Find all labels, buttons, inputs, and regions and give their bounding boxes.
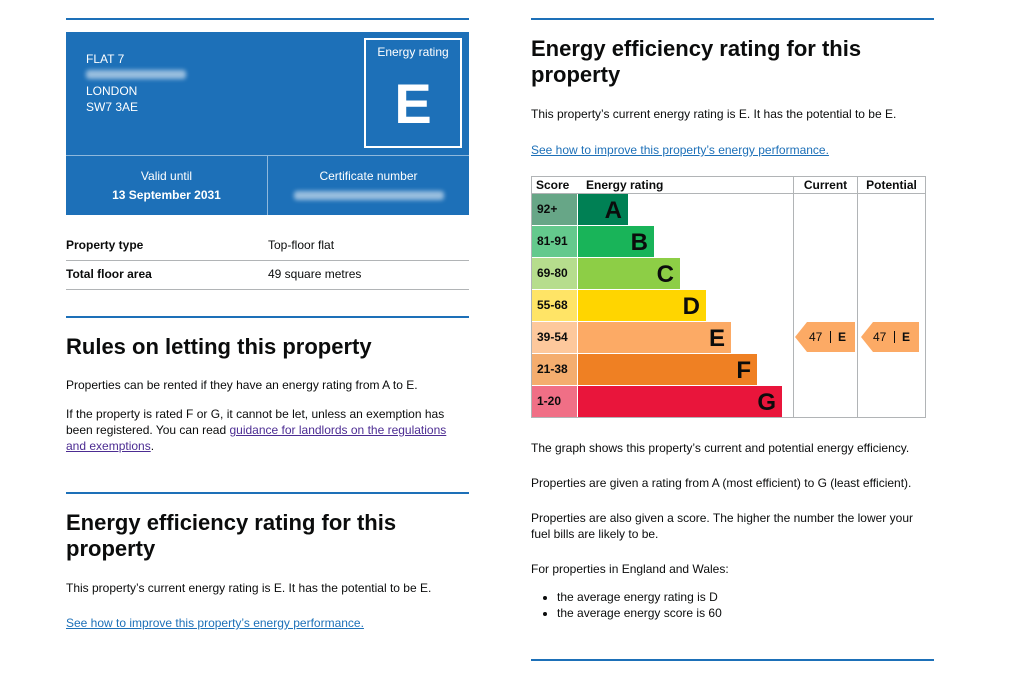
- valid-until: 13 September 2031: [112, 188, 221, 202]
- summary-key: Property type: [66, 238, 144, 252]
- row-line: [66, 289, 469, 290]
- section-rule: [66, 316, 469, 318]
- header-line: [532, 193, 925, 194]
- address-line: SW7 3AE: [86, 100, 139, 114]
- column-header: Potential: [866, 178, 917, 192]
- bullet: the average energy score is 60: [557, 605, 722, 621]
- section-rule: [531, 18, 934, 20]
- text: If the property is rated F or G, it cann…: [66, 407, 445, 437]
- potential-score: 47: [873, 330, 887, 344]
- text: .: [150, 439, 155, 453]
- redacted-certificate: [294, 191, 444, 200]
- row-line: [66, 260, 469, 261]
- paragraph: This property’s current energy rating is…: [531, 107, 897, 121]
- score-cell: 21-38: [532, 354, 577, 385]
- rating-box: Energy rating E: [364, 38, 462, 148]
- divider: [267, 156, 268, 215]
- divider: [66, 155, 469, 156]
- certificate-label: Certificate number: [319, 169, 418, 183]
- current-rating-arrow: 47 E: [795, 322, 855, 352]
- paragraph: Properties can be rented if they have an…: [66, 378, 418, 392]
- heading: Energy efficiency rating for this proper…: [531, 36, 862, 87]
- paragraph: This property’s current energy rating is…: [66, 581, 432, 595]
- rating-chart: Score Energy rating Current Potential 47…: [531, 176, 926, 418]
- column-header: Score: [536, 178, 570, 192]
- score-cell: 55-68: [532, 290, 577, 321]
- column-line: [857, 177, 858, 417]
- paragraph: If the property is rated F or G, it cann…: [66, 406, 466, 454]
- paragraph: Properties are given a rating from A (mo…: [531, 476, 912, 490]
- heading: Energy efficiency rating for this proper…: [66, 510, 397, 561]
- score-cell: 69-80: [532, 258, 577, 289]
- rating-band: A: [578, 194, 628, 225]
- potential-rating-arrow: 47 E: [861, 322, 919, 352]
- rating-label: Energy rating: [377, 45, 449, 59]
- score-cell: 92+: [532, 194, 577, 225]
- bullet-list: the average energy rating is D the avera…: [531, 589, 722, 621]
- certificate-header: FLAT 7 LONDON SW7 3AE Energy rating E Va…: [66, 32, 469, 215]
- address-line: FLAT 7: [86, 52, 125, 66]
- score-cell: 1-20: [532, 386, 577, 417]
- score-cell: 81-91: [532, 226, 577, 257]
- potential-rating: E: [902, 330, 911, 344]
- column-header: Energy rating: [586, 178, 664, 192]
- current-rating: E: [838, 330, 847, 344]
- summary-value: Top-floor flat: [268, 238, 335, 252]
- summary-key: Total floor area: [66, 267, 152, 281]
- paragraph: Properties are also given a score. The h…: [531, 511, 913, 541]
- redacted-address: [86, 70, 186, 79]
- current-score: 47: [809, 330, 823, 344]
- rating-band: D: [578, 290, 706, 321]
- rating-letter: E: [394, 72, 432, 135]
- column-header: Current: [803, 178, 848, 192]
- score-cell: 39-54: [532, 322, 577, 353]
- improve-link[interactable]: See how to improve this property’s energ…: [66, 616, 364, 630]
- rating-band: E: [578, 322, 731, 353]
- section-rule: [66, 492, 469, 494]
- guidance-link[interactable]: guidance for landlords on the regulation…: [66, 423, 447, 453]
- bullet: the average energy rating is D: [557, 589, 722, 605]
- paragraph: The graph shows this property’s current …: [531, 441, 910, 455]
- address-line: LONDON: [86, 84, 138, 98]
- separator: [830, 331, 831, 343]
- rating-band: C: [578, 258, 680, 289]
- valid-until-label: Valid until: [140, 169, 193, 183]
- improve-link[interactable]: See how to improve this property’s energ…: [531, 143, 829, 157]
- column-line: [793, 177, 794, 417]
- rating-band: G: [578, 386, 782, 417]
- rating-band: B: [578, 226, 654, 257]
- paragraph: For properties in England and Wales:: [531, 562, 729, 576]
- section-rule: [66, 18, 469, 20]
- separator: [894, 331, 895, 343]
- heading: Rules on letting this property: [66, 334, 372, 359]
- section-rule: [531, 659, 934, 661]
- summary-value: 49 square metres: [268, 267, 362, 281]
- rating-band: F: [578, 354, 757, 385]
